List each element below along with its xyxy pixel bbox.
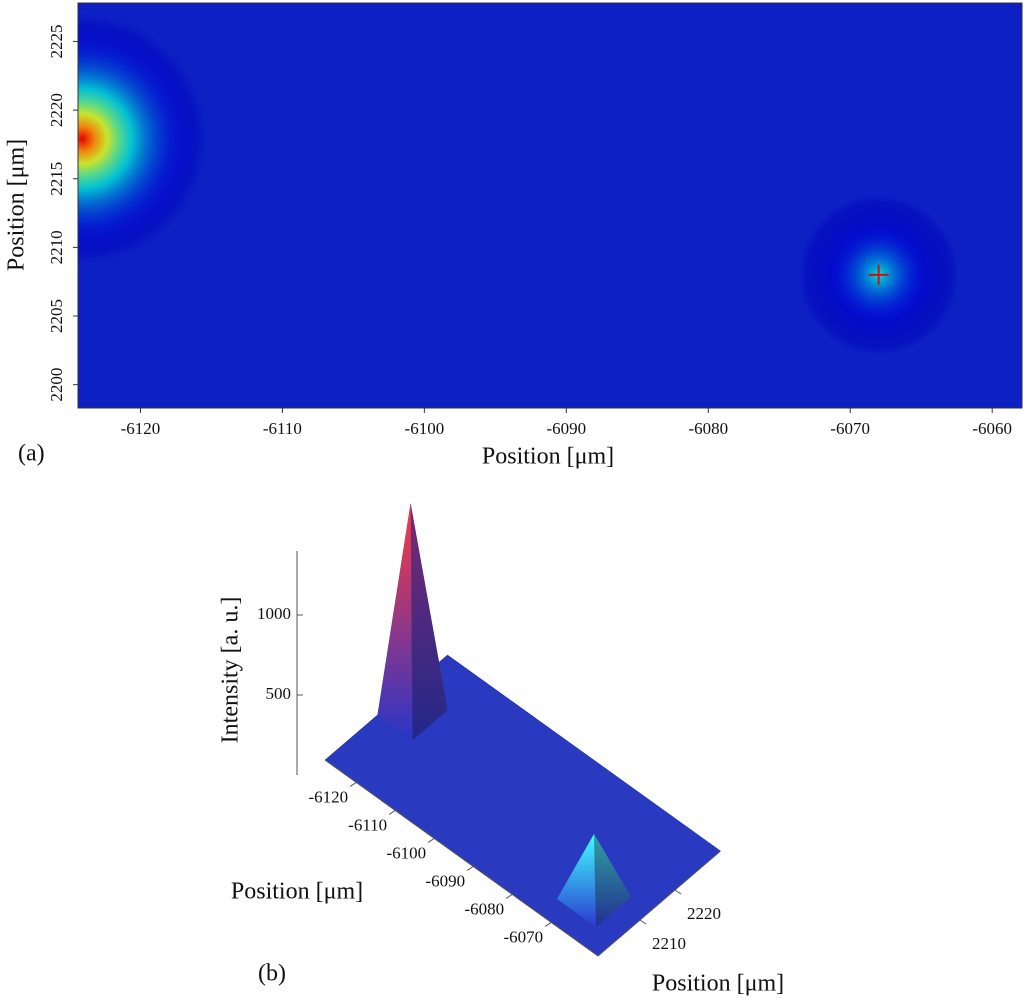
x-axis-label: Position [μm] — [231, 879, 363, 905]
y-axis-label: Position [μm] — [4, 139, 30, 271]
x-tick-label: -6090 — [546, 419, 586, 438]
z-axis-label: Intensity [a. u.] — [218, 597, 244, 744]
x-tick-label: -6110 — [348, 815, 387, 834]
z-tick-label: 500 — [266, 684, 292, 703]
y-tick-label: 2205 — [47, 299, 66, 333]
x-tick-label: -6120 — [121, 419, 161, 438]
y-axis-line — [597, 850, 721, 957]
crosshair-marker — [868, 264, 889, 285]
x-axis-line — [324, 759, 599, 957]
panel-label: (a) — [18, 441, 45, 467]
x-tick-label: -6120 — [309, 787, 349, 806]
y-axis-label: Position [μm] — [652, 971, 784, 997]
surface-peak-face — [377, 503, 413, 741]
x-tick-label: -6100 — [387, 843, 427, 862]
surface-peak-face — [410, 503, 448, 741]
y-tick-label: 2200 — [47, 368, 66, 402]
x-tick — [427, 837, 435, 843]
y-tick-label: 2220 — [47, 93, 66, 127]
plot-frame — [77, 2, 1023, 409]
x-tick — [544, 921, 552, 927]
x-tick-label: -6060 — [972, 419, 1012, 438]
y-tick-label: 2215 — [47, 162, 66, 196]
x-tick-label: -6070 — [504, 927, 544, 946]
y-tick-label: 2220 — [687, 904, 721, 923]
intensity-peak — [78, 13, 208, 264]
y-tick — [674, 889, 682, 895]
y-tick-label: 2210 — [47, 230, 66, 264]
y-tick — [639, 919, 647, 925]
x-tick-label: -6080 — [465, 899, 505, 918]
x-tick-label: -6070 — [830, 419, 870, 438]
y-tick-label: 2225 — [47, 24, 66, 58]
heatmap-area — [78, 3, 1022, 408]
surface-peak-face — [594, 834, 631, 927]
y-tick-label: 2210 — [652, 934, 686, 953]
x-tick-label: -6080 — [688, 419, 728, 438]
z-tick-label: 1000 — [257, 604, 291, 623]
x-tick — [505, 893, 513, 899]
x-tick — [349, 781, 357, 787]
surface-peak-face — [557, 834, 596, 927]
panel-label: (b) — [258, 961, 286, 987]
x-tick-label: -6090 — [426, 871, 466, 890]
x-tick-label: -6110 — [263, 419, 302, 438]
x-axis-label: Position [μm] — [482, 444, 614, 470]
x-tick — [466, 865, 474, 871]
x-tick — [388, 809, 396, 815]
x-tick-label: -6100 — [405, 419, 445, 438]
